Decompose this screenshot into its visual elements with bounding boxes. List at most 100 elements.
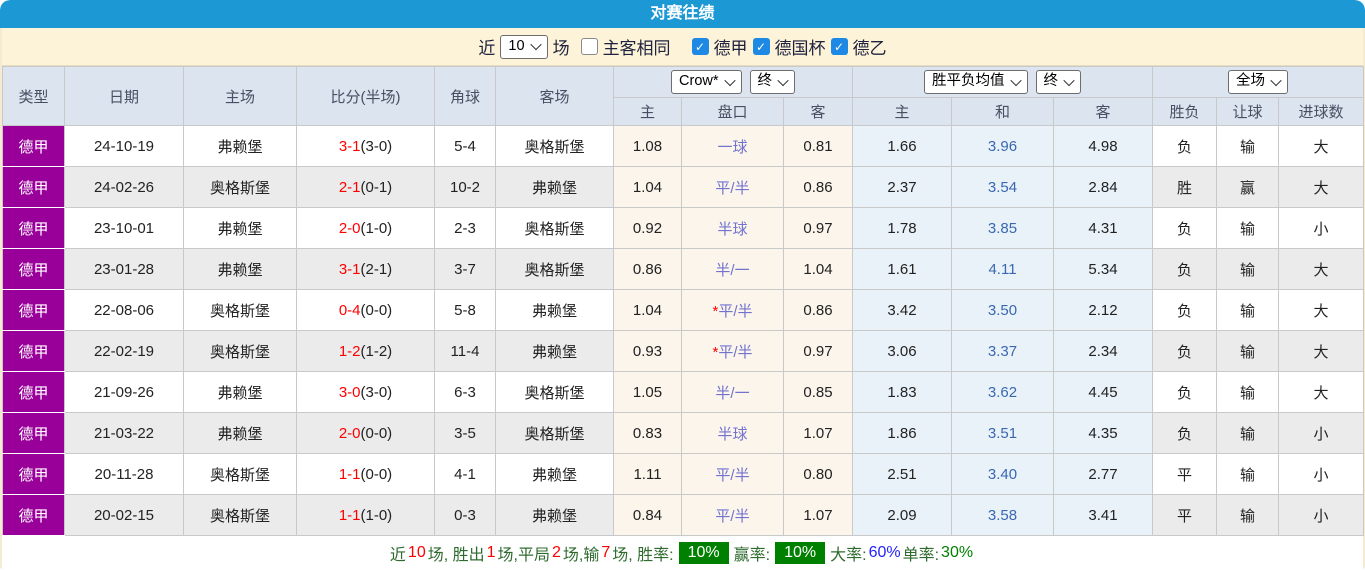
- footer-stat-part: 近: [389, 546, 406, 564]
- half-time-score: (0-0): [360, 301, 393, 319]
- win-loss-result: 负: [1152, 330, 1218, 372]
- full-time-score: 1-1: [338, 465, 361, 483]
- avg-home-odds: 3.42: [852, 289, 953, 331]
- chevron-down-icon: [777, 74, 789, 86]
- handicap-odds-home: 1.11: [613, 453, 682, 495]
- half-time-score: (1-0): [360, 219, 393, 237]
- goals-result: 大: [1278, 289, 1365, 331]
- handicap-line: 平/半: [715, 507, 750, 525]
- avg-away-odds: 4.35: [1053, 412, 1154, 454]
- handicap-star: *: [712, 343, 719, 361]
- match-date: 22-02-19: [64, 330, 184, 372]
- half-time-score: (0-1): [360, 178, 393, 196]
- handicap-result: 输: [1216, 125, 1280, 167]
- avg-draw-odds: 3.58: [951, 494, 1055, 536]
- home-team: 奥格斯堡: [183, 330, 297, 372]
- handicap-cell: 半/一: [681, 371, 784, 413]
- same-venue-label: 主客相同: [602, 39, 671, 58]
- handicap-odds-home: 0.92: [613, 207, 682, 249]
- league-type-cell: 德甲: [2, 371, 65, 413]
- match-row: 德甲 24-10-19 弗赖堡 3-1(3-0) 5-4 奥格斯堡 1.08 一…: [2, 125, 1365, 167]
- avg-away-odds: 4.31: [1053, 207, 1154, 249]
- avg-odds-select[interactable]: 胜平负均值: [924, 70, 1028, 94]
- full-time-score: 3-1: [338, 260, 361, 278]
- avg-away-odds: 2.12: [1053, 289, 1154, 331]
- corner-score: 5-8: [434, 289, 496, 331]
- footer-stat-part: 2: [551, 543, 561, 561]
- bookmaker-select[interactable]: Crow*: [671, 70, 742, 94]
- handicap-cell: 半球: [681, 412, 784, 454]
- handicap-odds-home: 0.84: [613, 494, 682, 536]
- games-count-select[interactable]: 10: [500, 34, 548, 59]
- match-row: 德甲 22-02-19 奥格斯堡 1-2(1-2) 11-4 弗赖堡 0.93 …: [2, 330, 1365, 372]
- league-checkbox-bundesliga2[interactable]: [830, 38, 848, 55]
- corner-score: 6-3: [434, 371, 496, 413]
- match-date: 21-03-22: [64, 412, 184, 454]
- odds-time-select[interactable]: 终: [749, 70, 795, 94]
- handicap-line: 平/半: [715, 179, 750, 197]
- home-team: 弗赖堡: [183, 371, 297, 413]
- handicap-odds-home: 0.83: [613, 412, 682, 454]
- half-time-score: (1-2): [360, 342, 393, 360]
- league-checkbox-dfb-pokal[interactable]: [752, 38, 770, 55]
- match-date: 20-02-15: [64, 494, 184, 536]
- col-header-score: 比分(半场): [296, 66, 435, 126]
- footer-stat-part: 60%: [868, 543, 901, 561]
- avg-home-odds: 1.83: [852, 371, 953, 413]
- avg-draw-odds: 3.51: [951, 412, 1055, 454]
- win-loss-result: 负: [1152, 248, 1218, 290]
- handicap-odds-home: 1.08: [613, 125, 682, 167]
- match-date: 20-11-28: [64, 453, 184, 495]
- goals-result: 小: [1278, 207, 1365, 249]
- footer-stat-part: 大率:: [830, 546, 867, 564]
- league-label-dfb-pokal: 德国杯: [774, 39, 826, 58]
- league-type-cell: 德甲: [2, 289, 65, 331]
- footer-stat-part: 场, 胜率:: [612, 546, 674, 564]
- avg-odds-value: 胜平负均值: [932, 73, 1005, 89]
- handicap-result: 赢: [1216, 166, 1280, 208]
- handicap-cell: 半球: [681, 207, 784, 249]
- near-label: 近: [478, 39, 496, 58]
- away-team: 奥格斯堡: [495, 207, 614, 249]
- corner-score: 11-4: [434, 330, 496, 372]
- avg-time-select[interactable]: 终: [1035, 70, 1082, 94]
- league-checkbox-bundesliga[interactable]: [691, 38, 709, 55]
- footer-stat-part: 30%: [941, 543, 974, 561]
- away-team: 奥格斯堡: [495, 248, 614, 290]
- handicap-odds-away: 1.07: [782, 494, 854, 536]
- score-cell: 3-1(3-0): [296, 125, 435, 167]
- sub-header-handicap: 盘口: [681, 97, 784, 126]
- col-header-home: 主场: [183, 66, 297, 126]
- win-loss-result: 平: [1152, 494, 1218, 536]
- home-team: 奥格斯堡: [183, 453, 297, 495]
- period-select[interactable]: 全场: [1228, 70, 1289, 94]
- league-type-cell: 德甲: [2, 207, 65, 249]
- handicap-odds-away: 0.97: [782, 330, 854, 372]
- full-time-score: 3-0: [338, 383, 361, 401]
- league-type-cell: 德甲: [2, 494, 65, 536]
- same-venue-checkbox[interactable]: [580, 38, 598, 55]
- half-time-score: (0-0): [360, 465, 393, 483]
- home-team: 弗赖堡: [183, 125, 297, 167]
- match-date: 21-09-26: [64, 371, 184, 413]
- handicap-result: 输: [1216, 330, 1280, 372]
- handicap-line: 一球: [717, 138, 748, 156]
- league-type-cell: 德甲: [2, 453, 65, 495]
- full-time-score: 1-2: [338, 342, 361, 360]
- avg-away-odds: 4.45: [1053, 371, 1154, 413]
- league-type-cell: 德甲: [2, 248, 65, 290]
- handicap-odds-home: 1.04: [613, 166, 682, 208]
- score-cell: 0-4(0-0): [296, 289, 435, 331]
- full-time-score: 1-1: [338, 506, 361, 524]
- col-header-corner: 角球: [434, 66, 496, 126]
- sub-header-odds-away: 客: [782, 97, 854, 126]
- home-team: 弗赖堡: [183, 248, 297, 290]
- handicap-line: 半球: [717, 425, 748, 443]
- corner-score: 2-3: [434, 207, 496, 249]
- goals-result: 大: [1278, 248, 1365, 290]
- panel-content: 近 10 场 主客相同 德甲 德国杯 德乙 类型 日期 主: [0, 28, 1365, 569]
- handicap-odds-home: 0.93: [613, 330, 682, 372]
- sub-header-avg-home: 主: [852, 97, 953, 126]
- half-time-score: (0-0): [360, 424, 393, 442]
- goals-result: 大: [1278, 125, 1365, 167]
